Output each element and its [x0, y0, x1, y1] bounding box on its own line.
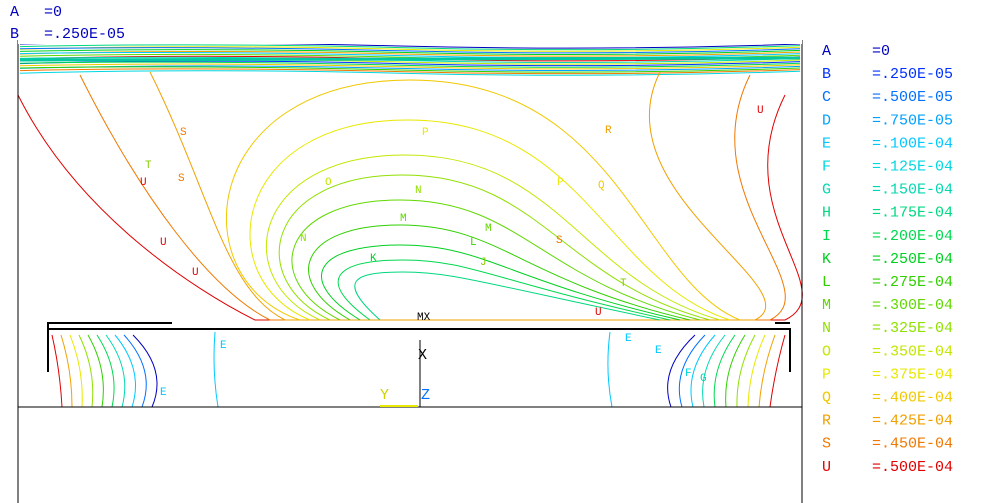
- contour-label: S: [180, 127, 187, 139]
- legend-value: =0: [872, 43, 890, 60]
- contour-label: U: [595, 307, 602, 319]
- legend-value: =.125E-04: [872, 158, 953, 175]
- header-letter: B: [10, 26, 19, 43]
- legend-letter: Q: [822, 389, 831, 406]
- contour-label: G: [700, 373, 707, 385]
- legend-letter: O: [822, 343, 831, 360]
- contour-label: E: [220, 340, 227, 352]
- legend-letter: U: [822, 459, 831, 476]
- contour-label: U: [192, 267, 199, 279]
- legend-letter: I: [822, 228, 831, 245]
- legend-letter: S: [822, 436, 831, 453]
- contour-label: E: [655, 345, 662, 357]
- contour-label: S: [178, 173, 185, 185]
- legend-letter: R: [822, 413, 831, 430]
- contour-label: N: [415, 185, 422, 197]
- legend-letter: L: [822, 274, 831, 291]
- header-letter: A: [10, 4, 19, 21]
- legend-letter: F: [822, 158, 831, 175]
- legend-letter: N: [822, 320, 831, 337]
- legend-value: =.450E-04: [872, 436, 953, 453]
- legend-letter: K: [822, 251, 831, 268]
- contour-label: T: [145, 160, 152, 172]
- legend-letter: C: [822, 89, 831, 106]
- legend-value: =.425E-04: [872, 413, 953, 430]
- axis-label: X: [418, 347, 427, 364]
- legend-value: =.325E-04: [872, 320, 953, 337]
- page: UUUTSSPNMLKJNOMPQRSTUUEEEEFG X Y Z MX A=…: [0, 0, 994, 503]
- contour-label: M: [485, 223, 492, 235]
- legend-value: =.250E-05: [872, 66, 953, 83]
- legend-value: =.100E-04: [872, 135, 953, 152]
- legend-letter: P: [822, 366, 831, 383]
- contour-label: U: [160, 237, 167, 249]
- contour-label: S: [556, 235, 563, 247]
- contour-label: Q: [598, 180, 605, 192]
- contour-label: E: [160, 387, 167, 399]
- header-cover: [18, 38, 802, 44]
- axis-label: Z: [421, 387, 430, 404]
- contour-label: E: [625, 333, 632, 345]
- legend-letter: G: [822, 182, 831, 199]
- contour-label: R: [605, 125, 612, 137]
- contour-label: O: [325, 177, 332, 189]
- legend-letter: H: [822, 205, 831, 222]
- contour-label: K: [370, 253, 377, 265]
- contour-label: N: [300, 233, 307, 245]
- contour-label: M: [400, 213, 407, 225]
- contour-label: L: [470, 237, 477, 249]
- legend-letter: D: [822, 112, 831, 129]
- contour-label: U: [140, 177, 147, 189]
- contour-label: U: [757, 105, 764, 117]
- contour-label: P: [557, 177, 564, 189]
- legend-letter: A: [822, 43, 831, 60]
- legend-value: =.375E-04: [872, 366, 953, 383]
- contour-line: [20, 58, 800, 60]
- legend-value: =.400E-04: [872, 389, 953, 406]
- contour-label: F: [685, 368, 692, 380]
- legend-value: =.750E-05: [872, 112, 953, 129]
- legend-value: =.500E-04: [872, 459, 953, 476]
- legend-value: =.350E-04: [872, 343, 953, 360]
- legend-value: =.250E-04: [872, 251, 953, 268]
- contour-label: T: [620, 278, 627, 290]
- legend-value: =.200E-04: [872, 228, 953, 245]
- header-value: =0: [44, 4, 62, 21]
- plot-window: UUUTSSPNMLKJNOMPQRSTUUEEEEFG X Y Z MX A=…: [0, 0, 994, 503]
- contour-label: J: [480, 257, 487, 269]
- legend-value: =.300E-04: [872, 297, 953, 314]
- legend-value: =.175E-04: [872, 205, 953, 222]
- legend-letter: B: [822, 66, 831, 83]
- legend-value: =.500E-05: [872, 89, 953, 106]
- legend-value: =.275E-04: [872, 274, 953, 291]
- legend-letter: M: [822, 297, 831, 314]
- legend-value: =.150E-04: [872, 182, 953, 199]
- axis-label: Y: [380, 387, 389, 404]
- legend-letter: E: [822, 135, 831, 152]
- contour-label: P: [422, 127, 429, 139]
- max-label: MX: [417, 312, 431, 324]
